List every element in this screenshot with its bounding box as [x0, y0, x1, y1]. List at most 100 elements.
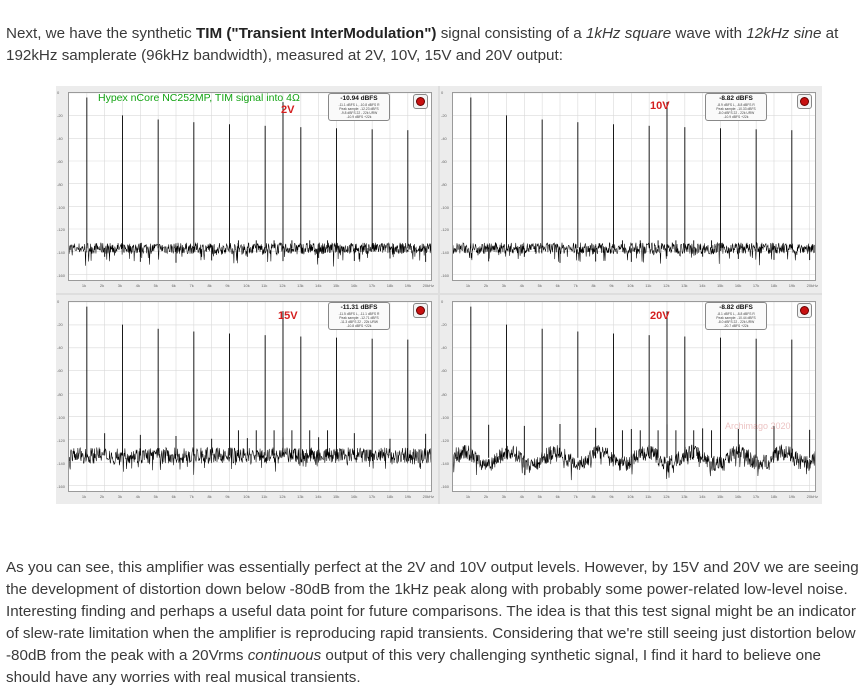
- body-paragraph: As you can see, this amplifier was essen…: [6, 557, 861, 689]
- x-tick-label: 17k: [368, 494, 376, 499]
- x-tick-label: 10k: [243, 283, 250, 288]
- record-button[interactable]: [413, 303, 428, 318]
- spectrum-panel-20v: 0 -20 -40 -60 -80 -100 -120 -140 -160 1k 2k 3k 4k 5k 6…: [440, 295, 822, 504]
- readout-detail-line: -8.0 dBFS 22 - 22k URW: [717, 111, 755, 115]
- y-tick-label: -120: [57, 227, 66, 233]
- x-tick-label: 14k: [699, 283, 706, 288]
- readout-detail-line: -8.0 dBFS 22 - 22k URW: [717, 320, 755, 324]
- x-tick-label: 17k: [368, 283, 376, 288]
- readout-detail-line: -8.1 dBFS L, -8.8 dBFS R: [717, 312, 755, 316]
- y-tick-label: -40: [441, 345, 447, 351]
- intro-text: at 192kHz samplerate (96kHz bandwidth), …: [6, 25, 839, 65]
- x-tick-label: 6k: [555, 283, 560, 288]
- x-tick-label: 7k: [189, 494, 194, 499]
- record-button[interactable]: [413, 94, 428, 109]
- record-dot-icon: [801, 307, 808, 314]
- x-tick-label: 19k: [788, 494, 796, 499]
- voltage-label: 2V: [281, 104, 295, 116]
- y-tick-label: -140: [441, 461, 450, 467]
- x-tick-label: 1k: [81, 494, 87, 499]
- x-tick-label: 13k: [297, 283, 304, 288]
- readout-detail-line: -8.9 dBFS L, -8.8 dBFS R: [717, 103, 755, 107]
- x-tick-label: 16k: [350, 494, 358, 499]
- noise-floor-trace: [69, 446, 431, 475]
- x-tick-label: 19k: [788, 283, 796, 288]
- readout-detail-line: -10.9 dBFS +22k: [723, 115, 749, 119]
- x-tick-label: 6k: [171, 283, 176, 288]
- intro-italic-sine: 12kHz sine: [746, 25, 822, 43]
- x-tick-label: 16k: [734, 494, 742, 499]
- x-tick-label: 3k: [117, 283, 123, 288]
- y-tick-label: -160: [57, 273, 66, 279]
- readout-detail-line: -11.5 dBFS L, -11.1 dBFS R: [338, 312, 380, 316]
- y-tick-label: -100: [57, 204, 66, 210]
- x-tick-label: 6k: [171, 494, 176, 499]
- x-tick-label: 4k: [135, 283, 140, 288]
- x-tick-label: 20kHz: [806, 283, 818, 288]
- x-tick-label: 9k: [225, 494, 230, 499]
- x-tick-label: 14k: [699, 494, 706, 499]
- x-tick-label: 4k: [519, 283, 524, 288]
- x-tick-label: 9k: [225, 283, 230, 288]
- x-tick-label: 14k: [315, 283, 322, 288]
- x-tick-label: 20kHz: [422, 283, 434, 288]
- x-tick-label: 5k: [537, 283, 542, 288]
- spectrum-panel-10v: 0 -20 -40 -60 -80 -100 -120 -140 -160 1k 2k 3k 4k 5k 6…: [440, 86, 822, 293]
- x-tick-label: 19k: [404, 494, 412, 499]
- readout-level: -10.94 dBFS: [340, 95, 378, 102]
- y-tick-label: -20: [57, 112, 63, 118]
- y-tick-label: -60: [441, 368, 447, 374]
- x-tick-label: 13k: [681, 494, 688, 499]
- record-button[interactable]: [797, 94, 812, 109]
- readout-level: -8.82 dBFS: [719, 95, 753, 102]
- x-tick-label: 20kHz: [422, 494, 434, 499]
- record-button[interactable]: [797, 303, 812, 318]
- y-tick-label: -60: [57, 158, 63, 164]
- x-tick-label: 3k: [117, 494, 123, 499]
- spectrum-plot: [452, 92, 816, 281]
- spectrum-plot: [68, 92, 432, 281]
- y-tick-label: 0: [441, 299, 444, 304]
- y-tick-label: -80: [57, 391, 63, 397]
- x-tick-label: 15k: [716, 494, 724, 499]
- spectrum-panel-15v: 0 -20 -40 -60 -80 -100 -120 -140 -160 1k 2k 3k 4k 5k 6…: [56, 295, 438, 504]
- intro-bold-tim: TIM ("Transient InterModulation"): [195, 25, 437, 43]
- readout-detail-line: Peak sample: -10.44 dBFS: [716, 316, 756, 320]
- readout-detail-line: -11.3 dBFS 22 - 22k URW: [340, 320, 378, 324]
- y-tick-label: 0: [441, 90, 444, 95]
- x-tick-label: 10k: [243, 494, 250, 499]
- y-tick-label: -140: [57, 250, 66, 256]
- x-tick-label: 16k: [734, 283, 742, 288]
- y-tick-label: -20: [57, 322, 63, 328]
- y-tick-label: -20: [441, 112, 447, 118]
- body-text: As you can see, this amplifier was essen…: [6, 559, 859, 665]
- spectrum-chart: [453, 93, 815, 280]
- noise-floor-trace: [69, 242, 431, 267]
- y-tick-label: -100: [441, 414, 450, 420]
- y-tick-label: -160: [441, 273, 450, 279]
- x-tick-label: 9k: [609, 283, 614, 288]
- x-tick-label: 8k: [591, 283, 596, 288]
- spectrum-plot: [452, 301, 816, 492]
- y-tick-label: -120: [57, 437, 66, 443]
- y-tick-label: -60: [57, 368, 63, 374]
- readout-detail-line: Peak sample: -12.71 dBFS: [339, 316, 379, 320]
- noise-floor-trace: [453, 241, 815, 266]
- x-tick-label: 7k: [573, 494, 578, 499]
- y-tick-label: 0: [57, 299, 60, 304]
- x-tick-label: 12k: [279, 283, 286, 288]
- figure-caption: Hypex nCore NC252MP, TIM signal into 4Ω: [98, 92, 300, 104]
- spectrum-chart: [69, 302, 431, 491]
- y-tick-label: -100: [441, 204, 450, 210]
- readout-detail-line: Peak sample: -12.23 dBFS: [339, 107, 379, 111]
- y-tick-label: -60: [441, 158, 447, 164]
- intro-text: wave with: [671, 25, 747, 43]
- x-tick-label: 15k: [332, 283, 340, 288]
- record-dot-icon: [417, 307, 424, 314]
- x-tick-label: 12k: [279, 494, 286, 499]
- x-tick-label: 13k: [297, 494, 304, 499]
- readout-level: -11.31 dBFS: [340, 304, 378, 311]
- x-tick-label: 19k: [404, 283, 412, 288]
- x-tick-label: 13k: [681, 283, 688, 288]
- x-tick-label: 15k: [716, 283, 724, 288]
